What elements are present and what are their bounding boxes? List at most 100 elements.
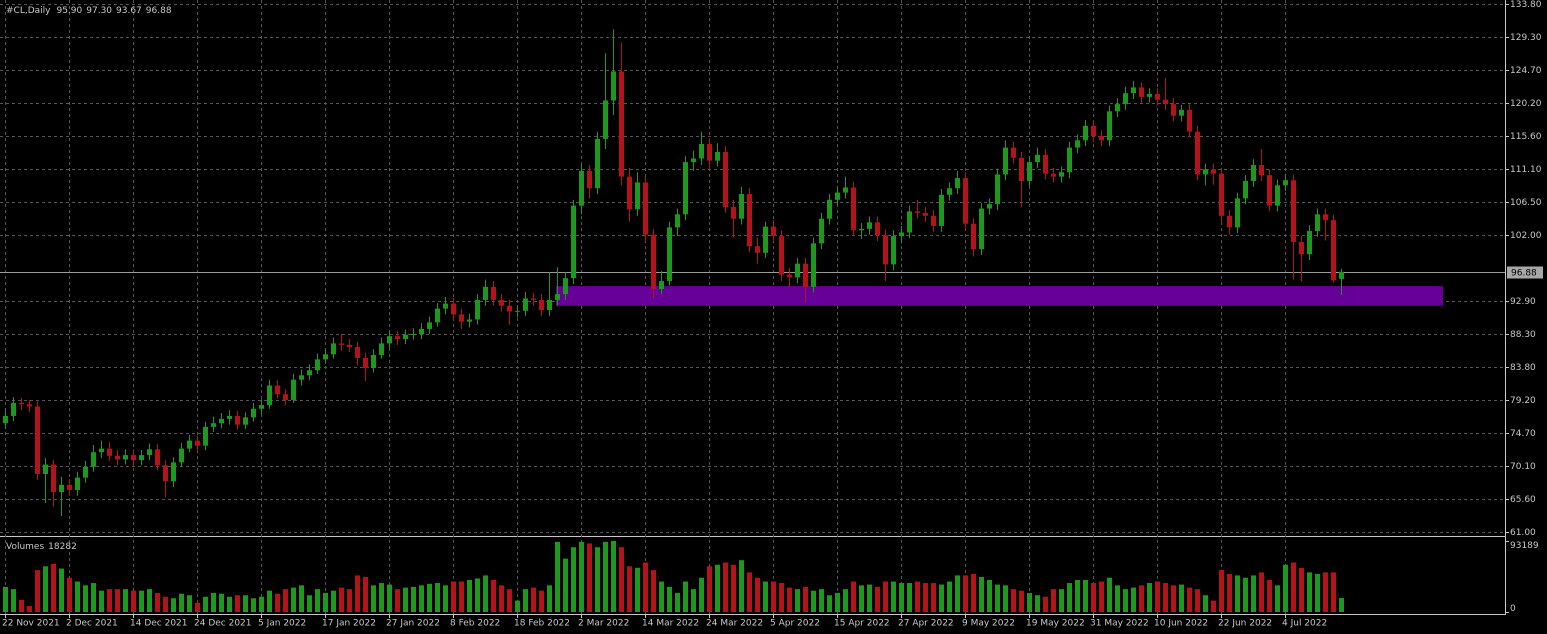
volume-bar — [1243, 577, 1248, 612]
volume-bar — [267, 590, 272, 612]
volume-bar — [443, 585, 448, 612]
candle-body — [155, 449, 160, 466]
y-tick-label: 65.60 — [1510, 495, 1536, 505]
candle-body — [891, 236, 896, 265]
volume-bar — [379, 583, 384, 612]
volume-bar — [67, 577, 72, 612]
volume-bar — [763, 581, 768, 612]
volume-bar — [1083, 580, 1088, 612]
volume-bar — [387, 584, 392, 612]
candle-body — [579, 170, 584, 206]
candle-body — [307, 370, 312, 376]
candle-body — [843, 187, 848, 193]
candle-body — [371, 355, 376, 369]
candle-body — [427, 322, 432, 329]
y-tick-label: 120.20 — [1510, 99, 1542, 109]
candle-body — [1195, 131, 1200, 175]
volume-bar — [531, 587, 536, 612]
candle-body — [1339, 271, 1344, 279]
candle-body — [875, 222, 880, 236]
volume-bar — [699, 577, 704, 612]
volume-bar — [1315, 573, 1320, 612]
volume-bar — [299, 585, 304, 612]
volume-bar — [1211, 600, 1216, 612]
volume-bar — [939, 584, 944, 612]
candle-body — [723, 151, 728, 208]
volume-bar — [1123, 589, 1128, 612]
volume-bar — [643, 562, 648, 612]
candle-body — [1051, 173, 1056, 177]
x-tick-label: 8 Feb 2022 — [450, 619, 500, 629]
volume-bar — [467, 580, 472, 612]
candle-body — [667, 227, 672, 282]
candle-body — [67, 484, 72, 490]
candle-body — [347, 344, 352, 348]
volume-bar — [1019, 590, 1024, 612]
candle-body — [939, 194, 944, 226]
candle-body — [507, 305, 512, 312]
volume-bar — [91, 583, 96, 612]
x-tick-label: 9 May 2022 — [962, 619, 1015, 629]
volume-bar — [1227, 573, 1232, 612]
candle-body — [19, 402, 24, 405]
volume-bar — [899, 583, 904, 612]
x-tick-label: 5 Jan 2022 — [258, 619, 306, 629]
candle-body — [219, 418, 224, 424]
volume-bar — [283, 589, 288, 612]
candle-body — [1243, 180, 1248, 199]
volume-bar — [291, 587, 296, 612]
candle-body — [491, 286, 496, 300]
candle-body — [755, 246, 760, 253]
candle-body — [419, 328, 424, 334]
candle-body — [99, 448, 104, 453]
volume-bar — [1091, 583, 1096, 612]
volume-bar — [155, 592, 160, 612]
volume-bar — [795, 589, 800, 612]
candle-body — [651, 234, 656, 290]
candle-body — [331, 343, 336, 355]
candle-body — [619, 71, 624, 177]
volume-bar — [867, 584, 872, 612]
volume-bar — [219, 593, 224, 612]
candle-body — [251, 408, 256, 418]
candle-body — [675, 214, 680, 228]
candle-body — [587, 170, 592, 189]
volume-bar — [891, 581, 896, 612]
volume-bar — [371, 585, 376, 612]
candle-body — [1219, 173, 1224, 216]
header-high: 97.30 — [86, 6, 112, 16]
candle-body — [923, 212, 928, 216]
candle-body — [523, 298, 528, 311]
volume-bar — [707, 566, 712, 612]
candle-body — [75, 477, 80, 490]
volume-bar — [131, 590, 136, 612]
volume-last: 18282 — [48, 542, 77, 552]
candle-body — [267, 385, 272, 406]
support-zone — [556, 286, 1443, 306]
candle-body — [1131, 87, 1136, 94]
volume-bar — [1291, 562, 1296, 612]
x-tick-label: 31 May 2022 — [1090, 619, 1149, 629]
volume-bar — [811, 590, 816, 612]
candle-body — [1187, 109, 1192, 132]
x-tick-label: 19 May 2022 — [1026, 619, 1085, 629]
volume-bar — [595, 547, 600, 612]
volume-bar — [731, 564, 736, 612]
candle-body — [563, 278, 568, 295]
volume-bar — [1307, 572, 1312, 612]
candle-body — [179, 448, 184, 463]
volume-bar — [507, 589, 512, 612]
candle-body — [131, 455, 136, 461]
candle-body — [1283, 180, 1288, 186]
candle-body — [779, 236, 784, 275]
candle-body — [827, 199, 832, 219]
candle-body — [955, 178, 960, 189]
candle-body — [971, 223, 976, 250]
volume-bar — [1067, 583, 1072, 612]
candle-body — [1059, 172, 1064, 177]
candle-body — [115, 455, 120, 460]
candle-body — [1259, 165, 1264, 176]
